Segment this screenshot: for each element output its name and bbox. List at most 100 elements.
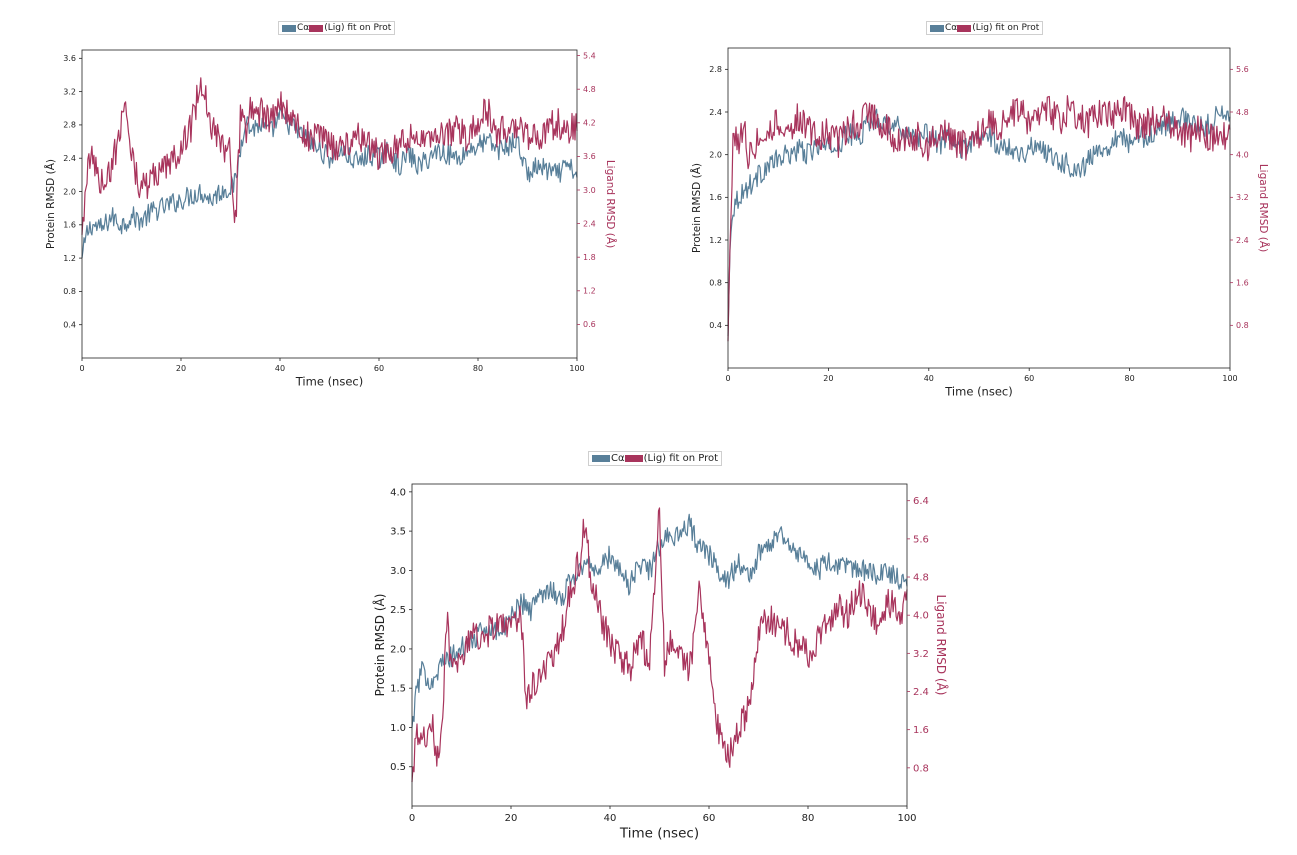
x-tick-label: 40 <box>604 813 617 824</box>
y-right-tick-label: 3.0 <box>583 186 596 195</box>
y-right-tick-label: 4.2 <box>583 119 596 128</box>
plot-frame <box>81 49 578 359</box>
y-right-tick-label: 4.0 <box>1236 150 1249 159</box>
x-tick-label: 100 <box>1222 374 1237 383</box>
legend-swatch-ligand <box>624 455 643 462</box>
y-right-tick-label: 1.2 <box>583 287 596 296</box>
y-left-tick-label: 0.4 <box>709 321 722 330</box>
series-line-ligand <box>81 77 578 235</box>
series-line-protein <box>81 106 578 259</box>
y-left-axis-title: Protein RMSD (Å) <box>44 159 57 249</box>
legend-label-lig: (Lig) fit on Prot <box>643 453 719 464</box>
y-right-tick-label: 3.2 <box>1236 193 1249 202</box>
y-right-tick-label: 1.8 <box>583 253 596 262</box>
y-left-axis-title: Protein RMSD (Å) <box>372 594 387 697</box>
legend-swatch-protein <box>282 24 296 32</box>
y-left-tick-label: 3.0 <box>390 566 406 577</box>
chart-svg: 0 20 40 60 80 100 0.4 0.8 1.2 1.6 2.0 2.4 2.8 0.8 1.6 2… <box>690 47 1270 399</box>
x-axis-title: Time (nsec) <box>944 385 1012 399</box>
rmsd-chart-1: Cα (Lig) fit on Prot 0 20 40 60 80 100 0.4 0.8 1… <box>0 0 640 410</box>
y-left-tick-label: 2.0 <box>390 644 406 655</box>
y-left-tick-label: 1.6 <box>63 221 76 230</box>
chart-legend: Cα (Lig) fit on Prot <box>926 21 1044 35</box>
y-left-tick-label: 2.4 <box>709 108 722 117</box>
legend-swatch-ligand <box>957 24 972 32</box>
y-right-axis-title: Ligand RMSD (Å) <box>604 160 617 248</box>
x-tick-label: 40 <box>275 364 285 373</box>
x-tick-label: 0 <box>409 813 415 824</box>
y-left-tick-label: 1.6 <box>709 193 722 202</box>
x-tick-label: 40 <box>924 374 934 383</box>
legend-label-ca: Cα <box>297 23 310 33</box>
y-left-tick-label: 2.5 <box>390 605 406 616</box>
y-left-tick-label: 2.8 <box>709 65 722 74</box>
rmsd-chart-3: Cα (Lig) fit on Prot 0 20 40 60 80 100 0.5 1.0 1… <box>330 430 970 851</box>
y-right-tick-label: 5.6 <box>913 534 929 545</box>
x-tick-label: 80 <box>473 364 483 373</box>
y-left-tick-label: 0.4 <box>63 321 76 330</box>
y-left-tick-label: 0.8 <box>63 287 76 296</box>
y-left-tick-label: 1.0 <box>390 723 406 734</box>
y-right-tick-label: 1.6 <box>913 725 929 736</box>
series-line-protein <box>411 513 908 728</box>
y-left-tick-label: 0.5 <box>390 762 406 773</box>
y-right-tick-label: 6.4 <box>913 496 929 507</box>
y-left-tick-label: 0.8 <box>709 278 722 287</box>
y-right-tick-label: 5.4 <box>583 51 596 60</box>
y-left-tick-label: 2.8 <box>63 121 76 130</box>
chart-legend: Cα (Lig) fit on Prot <box>278 21 396 35</box>
y-right-tick-label: 4.8 <box>1236 108 1249 117</box>
x-tick-label: 20 <box>176 364 186 373</box>
y-left-tick-label: 3.6 <box>63 54 76 63</box>
x-tick-label: 60 <box>703 813 716 824</box>
y-right-tick-label: 0.6 <box>583 320 596 329</box>
y-right-tick-label: 3.6 <box>583 152 596 161</box>
x-tick-label: 80 <box>802 813 815 824</box>
x-tick-label: 60 <box>1024 374 1034 383</box>
y-left-tick-label: 1.5 <box>390 684 406 695</box>
x-tick-label: 20 <box>505 813 518 824</box>
y-left-tick-label: 1.2 <box>709 236 722 245</box>
rmsd-chart-2: Cα (Lig) fit on Prot 0 20 40 60 80 100 0.4 0.8 1… <box>650 0 1297 410</box>
y-right-tick-label: 2.4 <box>583 219 596 228</box>
legend-swatch-protein <box>930 24 944 32</box>
y-right-tick-label: 4.8 <box>913 573 929 584</box>
x-axis-title: Time (nsec) <box>295 375 363 389</box>
y-right-tick-label: 2.4 <box>1236 236 1249 245</box>
legend-label-lig: (Lig) fit on Prot <box>972 23 1040 33</box>
legend-label-lig: (Lig) fit on Prot <box>324 23 392 33</box>
x-axis-title: Time (nsec) <box>619 826 699 842</box>
y-right-tick-label: 1.6 <box>1236 278 1249 287</box>
y-left-axis-title: Protein RMSD (Å) <box>690 163 703 253</box>
x-tick-label: 20 <box>823 374 833 383</box>
y-right-tick-label: 4.0 <box>913 611 929 622</box>
legend-swatch-protein <box>592 455 610 462</box>
y-left-tick-label: 2.4 <box>63 154 76 163</box>
x-tick-label: 100 <box>897 813 916 824</box>
y-right-axis-title: Ligand RMSD (Å) <box>1257 164 1270 252</box>
x-tick-label: 80 <box>1125 374 1135 383</box>
x-tick-label: 0 <box>725 374 730 383</box>
series-line-ligand <box>411 507 908 783</box>
y-left-tick-label: 2.0 <box>709 150 722 159</box>
y-right-tick-label: 2.4 <box>913 687 929 698</box>
legend-swatch-ligand <box>309 24 324 32</box>
chart-legend: Cα (Lig) fit on Prot <box>588 451 723 466</box>
plot-frame <box>411 483 908 807</box>
plot-frame <box>727 47 1231 369</box>
y-right-tick-label: 0.8 <box>1236 321 1249 330</box>
y-left-tick-label: 1.2 <box>63 254 76 263</box>
y-left-tick-label: 3.5 <box>390 527 406 538</box>
legend-label-ca: Cα <box>611 453 625 464</box>
chart-svg: 0 20 40 60 80 100 0.5 1.0 1.5 2.0 2.5 3.0 3.5 4.0 0.8 1… <box>372 483 949 842</box>
chart-svg: 0 20 40 60 80 100 0.4 0.8 1.2 1.6 2.0 2.4 2.8 3.2 3.6 0… <box>44 49 617 389</box>
x-tick-label: 60 <box>374 364 384 373</box>
y-right-tick-label: 3.2 <box>913 649 929 660</box>
x-tick-label: 0 <box>79 364 84 373</box>
y-right-tick-label: 5.6 <box>1236 65 1249 74</box>
y-right-tick-label: 0.8 <box>913 763 929 774</box>
y-right-tick-label: 4.8 <box>583 85 596 94</box>
y-left-tick-label: 3.2 <box>63 87 76 96</box>
series-line-ligand <box>727 95 1231 342</box>
y-left-tick-label: 2.0 <box>63 187 76 196</box>
